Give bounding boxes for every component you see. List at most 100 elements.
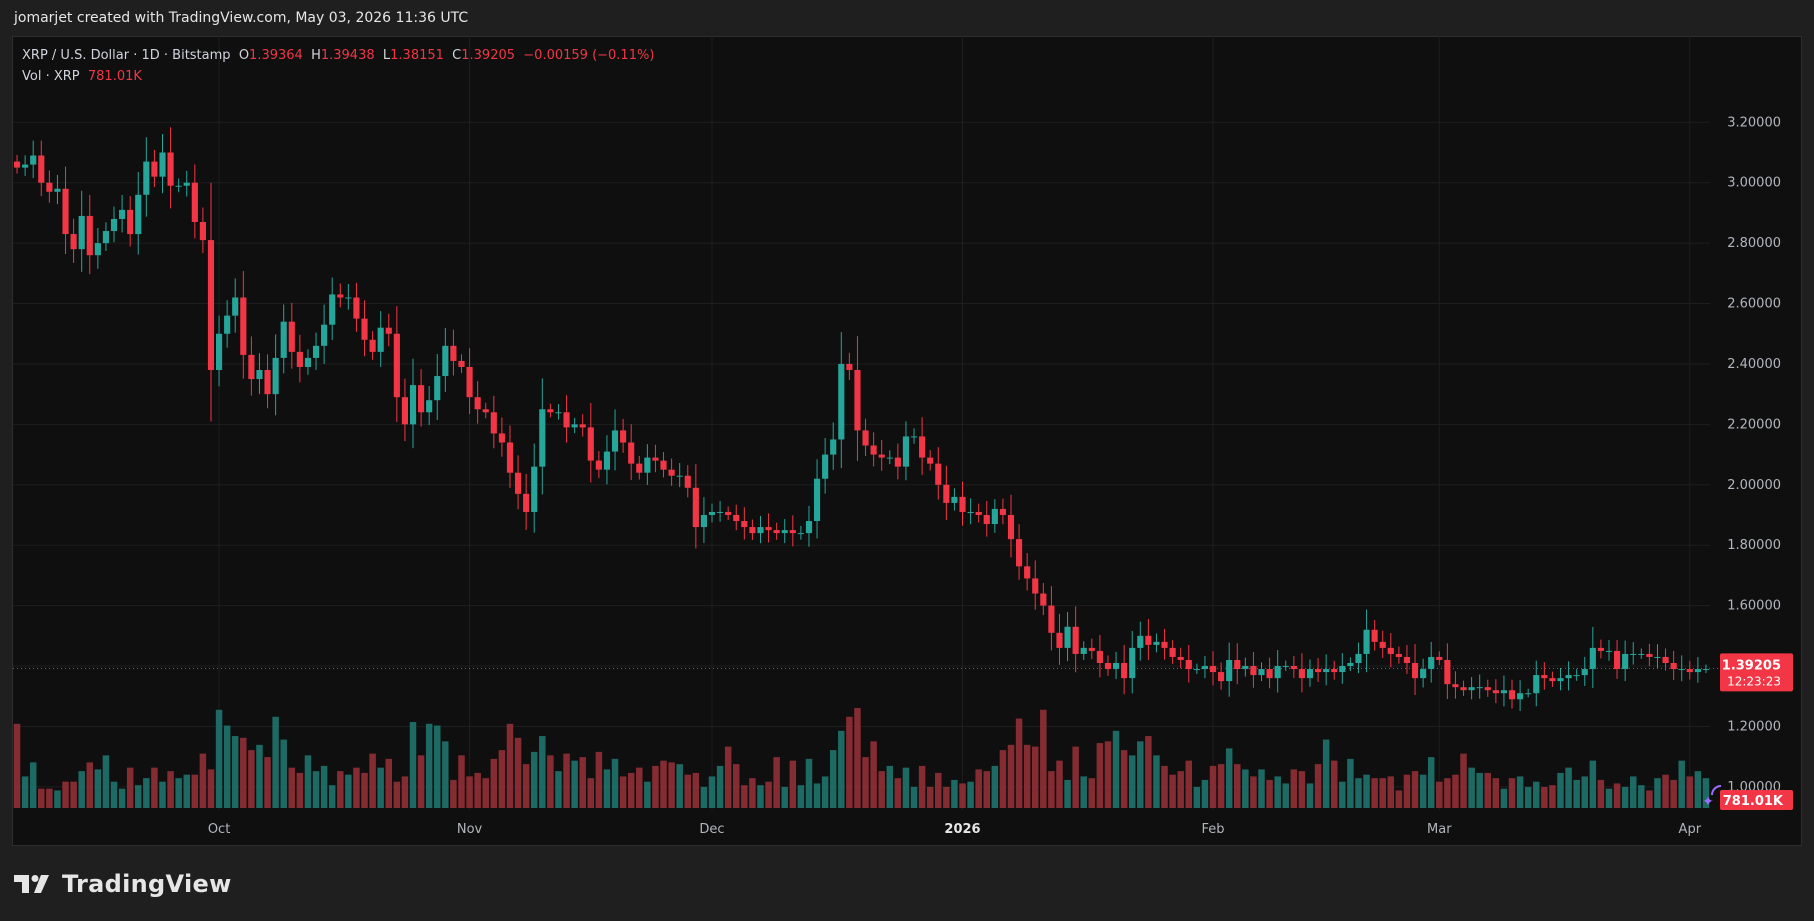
candle-body [822, 454, 829, 479]
volume-bar [159, 781, 166, 808]
candle-body [377, 327, 384, 352]
candle-body [1646, 653, 1653, 657]
volume-bar [482, 778, 489, 808]
candle-body [1702, 669, 1710, 671]
volume-bar [231, 736, 239, 808]
candle-body [910, 436, 918, 438]
volume-bar [312, 771, 320, 808]
volume-bar [466, 776, 473, 808]
candle-body [296, 351, 303, 367]
volume-bar [1605, 788, 1613, 808]
volume-bar [1444, 778, 1451, 808]
volume-bar [1290, 769, 1298, 808]
candle-body [474, 397, 481, 410]
candle-body [345, 297, 352, 299]
volume-bar [1274, 776, 1281, 808]
footer: TradingView [14, 866, 232, 902]
volume-bar [1541, 786, 1548, 808]
x-axis-tick-label: Feb [1202, 822, 1225, 837]
volume-bar [1080, 776, 1087, 808]
volume-bar [926, 786, 934, 808]
candle-body [1573, 675, 1580, 677]
volume-bar [1621, 786, 1629, 808]
candle-body [595, 460, 602, 470]
candle-body [797, 533, 804, 535]
volume-bar [264, 757, 271, 808]
candle-body [110, 218, 118, 232]
y-axis-tick-label: 1.20000 [1727, 719, 1781, 734]
volume-bar [765, 781, 772, 808]
candle-body [1387, 647, 1394, 654]
candle-body [563, 412, 570, 428]
volume-bar [676, 764, 683, 808]
volume-bar [821, 776, 829, 808]
candle-body [1040, 593, 1047, 606]
candle-body [191, 182, 198, 222]
symbol-label[interactable]: XRP / U.S. Dollar · 1D · Bitstamp [22, 48, 231, 63]
volume-bar [46, 788, 53, 808]
candle-body [1468, 687, 1475, 691]
candle-body [838, 363, 845, 440]
candle-body [1201, 666, 1209, 670]
volume-bar [207, 769, 215, 808]
volume-bar [1339, 781, 1346, 808]
candle-body [1161, 641, 1168, 648]
volume-bar [248, 750, 255, 808]
candle-body [1088, 647, 1095, 651]
candle-body [30, 155, 37, 165]
volume-bar [118, 788, 126, 808]
volume-bar [700, 786, 708, 808]
candle-body [1533, 675, 1540, 694]
volume-bar [1096, 743, 1104, 808]
candle-body [636, 463, 643, 473]
volume-bar [1209, 765, 1217, 808]
y-axis-tick-label: 2.80000 [1727, 236, 1781, 251]
candle-body [523, 493, 530, 512]
volume-bar [935, 772, 942, 808]
tradingview-brand[interactable]: TradingView [62, 870, 232, 898]
volume-bar [902, 767, 910, 808]
volume-bar [627, 772, 635, 808]
volume-bar [579, 757, 586, 808]
candle-body [248, 354, 255, 380]
volume-bar [29, 762, 37, 808]
volume-bar [135, 785, 142, 808]
volume-bar [110, 781, 118, 808]
candle-body [167, 152, 174, 186]
candle-body [1137, 635, 1144, 648]
candle-body [1347, 663, 1354, 667]
candle-body [256, 369, 263, 380]
volume-bar [288, 767, 296, 808]
volume-bar [1686, 776, 1694, 808]
volume-bar [1104, 741, 1112, 808]
candle-body [450, 345, 457, 361]
volume-bar [409, 722, 417, 808]
volume-bar [1234, 764, 1241, 808]
volume-bar [70, 781, 77, 808]
open-value: 1.39364 [249, 48, 303, 63]
candle-body [127, 209, 134, 235]
volume-bar [1371, 778, 1378, 808]
volume-bar [1419, 774, 1427, 808]
volume-bar [603, 769, 611, 808]
volume-bar [1258, 769, 1265, 808]
candle-body [1363, 629, 1370, 654]
candle-body [215, 333, 223, 370]
price-badge-countdown: 12:23:23 [1727, 674, 1781, 688]
volume-label[interactable]: Vol · XRP [22, 69, 80, 84]
candle-body [1064, 626, 1071, 648]
volume-bar [773, 757, 780, 808]
volume-bar [21, 776, 29, 808]
volume-bar [1314, 764, 1322, 808]
candle-body [644, 457, 651, 473]
volume-bar [797, 785, 805, 808]
volume-bar [1355, 778, 1362, 808]
candle-body [312, 345, 320, 358]
candle-body [1484, 687, 1491, 691]
y-axis-tick-label: 1.60000 [1727, 599, 1781, 614]
high-label: H [311, 48, 321, 63]
volume-bar [369, 753, 376, 808]
candle-body [1420, 669, 1427, 679]
volume-bar [304, 755, 312, 808]
